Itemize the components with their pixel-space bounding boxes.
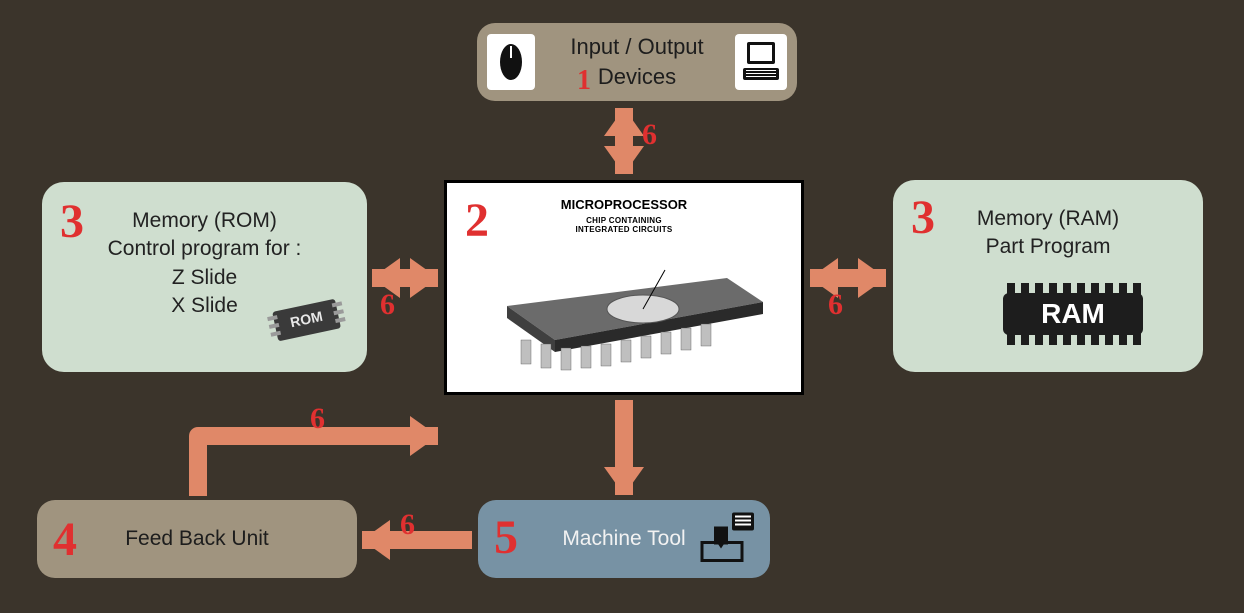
annotation-6: 6 [828, 288, 843, 322]
arrow-layer [0, 0, 1244, 613]
annotation-6: 6 [380, 288, 395, 322]
annotation-6: 6 [400, 508, 415, 542]
annotation-6: 6 [642, 118, 657, 152]
annotation-6: 6 [310, 402, 325, 436]
